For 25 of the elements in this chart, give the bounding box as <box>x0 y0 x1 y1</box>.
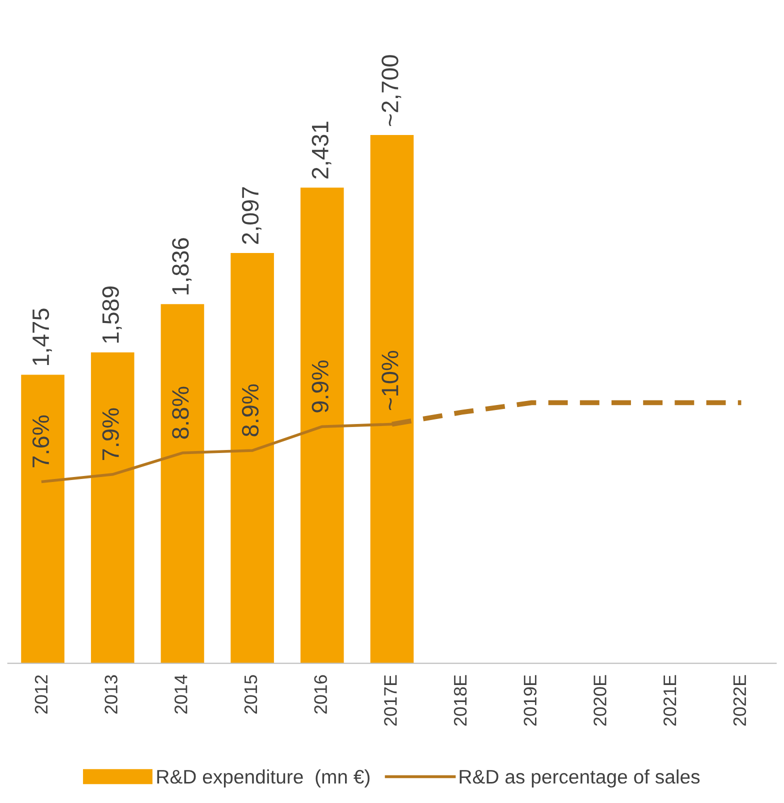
x-tick-label: 2019E <box>524 675 537 726</box>
data-label: 2,431 <box>312 122 332 179</box>
data-label: 1,836 <box>172 238 192 294</box>
x-tick-label: 2014 <box>174 674 188 714</box>
data-label: 8.8% <box>172 386 189 439</box>
x-tick-label: 2012 <box>34 675 48 714</box>
data-label: ~10% <box>382 350 398 410</box>
x-tick-label: 2017E <box>384 675 397 726</box>
x-tick-label: 2013 <box>104 675 118 714</box>
data-label: 1,589 <box>102 286 122 343</box>
data-label: 9.9% <box>312 360 328 412</box>
x-tick-label: 2020E <box>594 675 606 726</box>
x-tick-label: 2016 <box>314 675 327 714</box>
x-tick-label: 2015 <box>244 675 258 714</box>
x-tick-label: 2021E <box>663 675 676 726</box>
legend-label: R&D as percentage of sales <box>460 769 700 788</box>
data-label: 2,097 <box>242 187 262 244</box>
data-label: 7.9% <box>102 408 119 460</box>
x-tick-label: 2022E <box>733 675 746 726</box>
legend-label: R&D expenditure (mn €) <box>157 769 370 788</box>
data-label: 7.6% <box>32 415 50 468</box>
data-label: ~2,700 <box>382 55 402 126</box>
data-label: 1,475 <box>32 308 52 365</box>
x-tick-label: 2018E <box>454 675 467 726</box>
data-label: 8.9% <box>242 384 259 436</box>
